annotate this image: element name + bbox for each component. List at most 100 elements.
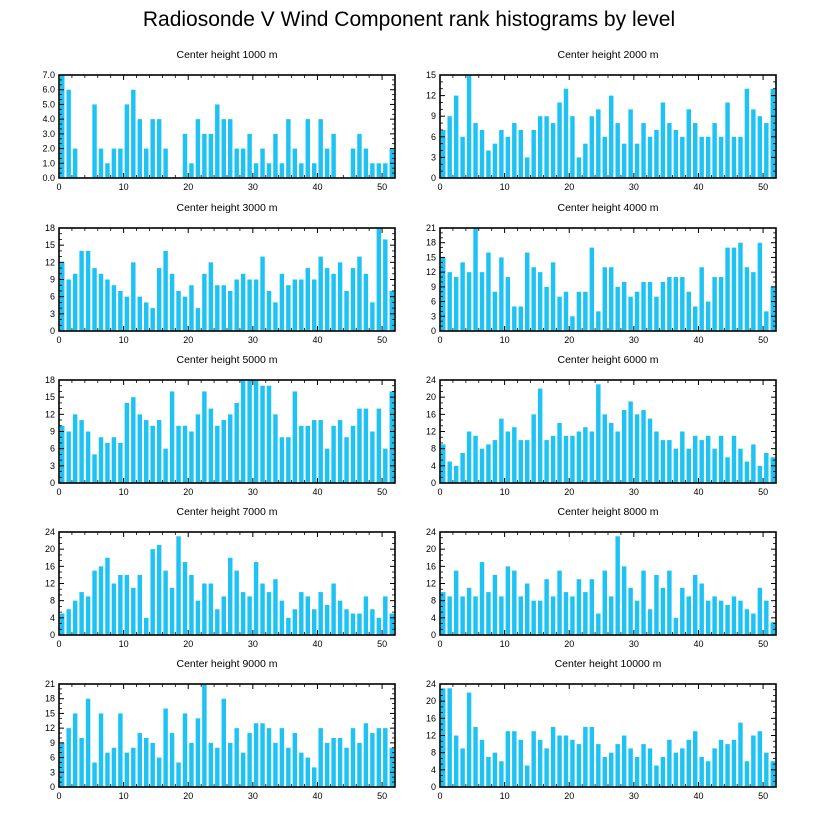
- y-tick-label: 18: [45, 694, 55, 704]
- bar: [234, 148, 239, 178]
- bar: [609, 422, 614, 483]
- bar: [492, 440, 498, 483]
- bar: [596, 744, 601, 787]
- panel-title: Center height 10000 m: [554, 658, 662, 670]
- y-tick-label: 12: [45, 257, 55, 267]
- bar: [441, 257, 446, 331]
- bar: [156, 544, 162, 636]
- x-tick-label: 20: [183, 791, 193, 801]
- bar: [641, 570, 646, 636]
- bar: [124, 752, 130, 787]
- bar: [583, 143, 588, 178]
- y-tick-label: 0: [431, 630, 436, 640]
- bar: [602, 136, 607, 178]
- bar: [596, 311, 601, 331]
- bar: [144, 617, 149, 635]
- bar: [156, 119, 162, 178]
- bar: [383, 448, 388, 483]
- bar: [699, 136, 704, 178]
- bar: [660, 102, 666, 178]
- bar: [331, 425, 336, 483]
- bar: [292, 609, 298, 635]
- bar: [505, 136, 511, 178]
- bar: [221, 119, 226, 178]
- bar: [557, 735, 562, 787]
- bar: [105, 557, 110, 635]
- bar: [725, 247, 730, 331]
- y-tick-label: 8: [431, 444, 436, 454]
- bar: [324, 604, 330, 635]
- bar: [693, 435, 698, 483]
- bar: [312, 767, 317, 787]
- bar: [279, 728, 285, 787]
- bar: [583, 726, 588, 787]
- bar: [370, 733, 375, 787]
- bar: [550, 123, 556, 178]
- bar: [131, 89, 136, 178]
- panel-title: Center height 3000 m: [176, 202, 278, 214]
- x-tick-label: 0: [437, 639, 442, 649]
- bar: [79, 737, 84, 787]
- y-tick-label: 24: [426, 527, 436, 537]
- bar: [124, 402, 130, 483]
- bar: [85, 431, 91, 483]
- bar: [447, 116, 452, 178]
- bar: [628, 109, 633, 178]
- bar: [441, 592, 446, 635]
- bar: [492, 574, 498, 635]
- bar: [466, 75, 472, 178]
- x-tick-label: 0: [56, 639, 61, 649]
- y-tick-label: 15: [45, 240, 55, 250]
- bar: [292, 279, 298, 331]
- bar: [305, 268, 310, 331]
- bar: [621, 735, 627, 787]
- bar: [544, 579, 549, 635]
- x-tick-label: 40: [693, 182, 703, 192]
- bar: [66, 431, 71, 483]
- bar: [389, 391, 394, 483]
- bar: [163, 708, 168, 787]
- bar: [570, 116, 575, 178]
- bar: [518, 596, 523, 636]
- y-tick-label: 24: [426, 375, 436, 385]
- bar: [525, 157, 530, 178]
- bar: [111, 747, 117, 787]
- bar: [764, 752, 769, 787]
- bar: [699, 756, 704, 787]
- bar: [163, 570, 168, 636]
- bar: [156, 420, 162, 483]
- bar: [72, 148, 78, 178]
- bar: [647, 418, 653, 484]
- bar: [156, 268, 162, 331]
- bar: [705, 600, 711, 635]
- bar: [570, 316, 575, 331]
- bar: [718, 136, 724, 178]
- bar: [169, 273, 175, 331]
- x-tick-label: 50: [758, 639, 768, 649]
- x-tick-label: 0: [437, 487, 442, 497]
- bar: [466, 587, 472, 635]
- bar: [550, 262, 556, 331]
- bar: [738, 722, 743, 788]
- bar: [324, 742, 330, 787]
- bar: [176, 762, 181, 787]
- bar: [253, 279, 259, 331]
- bar: [273, 579, 278, 635]
- y-tick-label: 6: [50, 444, 55, 454]
- bar: [234, 279, 239, 331]
- bar: [66, 609, 71, 635]
- bar: [253, 163, 259, 178]
- bar: [286, 285, 291, 331]
- bar: [447, 461, 452, 483]
- y-tick-label: 0: [431, 478, 436, 488]
- panel-title: Center height 8000 m: [557, 506, 659, 518]
- bar: [505, 731, 511, 787]
- bar: [228, 290, 233, 331]
- bar: [331, 737, 336, 787]
- y-tick-label: 0: [50, 630, 55, 640]
- y-tick-label: 12: [45, 723, 55, 733]
- bar: [621, 281, 627, 331]
- bar: [764, 311, 769, 331]
- bar: [305, 425, 310, 483]
